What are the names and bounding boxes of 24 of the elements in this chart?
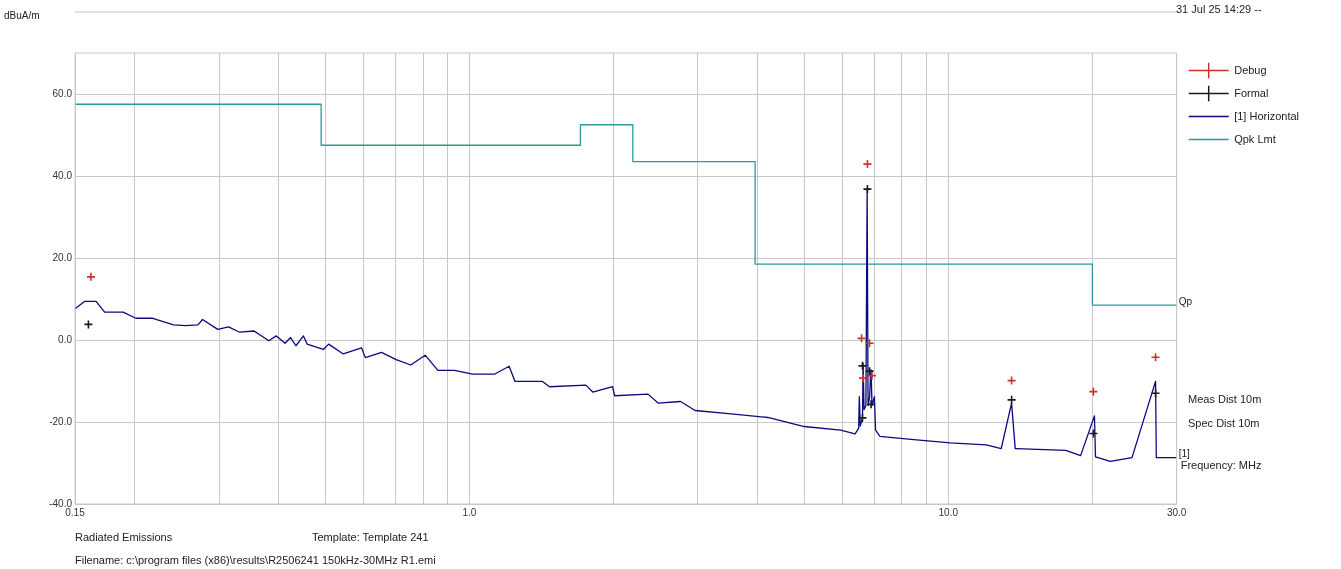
legend-label: Formal <box>1234 86 1269 99</box>
text: Meas Dist 10m <box>1188 393 1262 406</box>
y-tick-label: -20.0 <box>49 415 73 427</box>
y-axis-title: dBuA/m <box>4 9 40 21</box>
annotation: [1] <box>1178 448 1191 460</box>
y-tick-label: 60.0 <box>52 87 73 99</box>
x-axis-title: Frequency: MHz <box>1180 459 1262 472</box>
text: 31 Jul 25 14:29 -- <box>1176 3 1262 16</box>
text: Radiated Emissions <box>75 531 173 544</box>
text: Spec Dist 10m <box>1188 417 1260 430</box>
x-tick-label: 30.0 <box>1166 506 1187 518</box>
y-tick-label: 20.0 <box>52 251 73 263</box>
legend-label: [1] Horizontal <box>1234 109 1299 122</box>
x-tick-label: 1.0 <box>462 506 477 518</box>
y-tick-label: -40.0 <box>49 497 73 509</box>
y-tick-label: 40.0 <box>52 169 73 181</box>
x-tick-label: 10.0 <box>938 506 959 518</box>
annotation: Qp <box>1178 295 1193 307</box>
y-tick-label: 0.0 <box>58 333 73 345</box>
legend-label: Debug <box>1234 63 1267 76</box>
x-tick-label: 0.15 <box>65 506 86 518</box>
text: Filename: c:\program files (x86)\results\R2506241 150kHz-30MHz R1.emi <box>75 554 436 567</box>
text: Template: Template 241 <box>312 531 429 544</box>
legend-label: Qpk Lmt <box>1234 132 1276 145</box>
